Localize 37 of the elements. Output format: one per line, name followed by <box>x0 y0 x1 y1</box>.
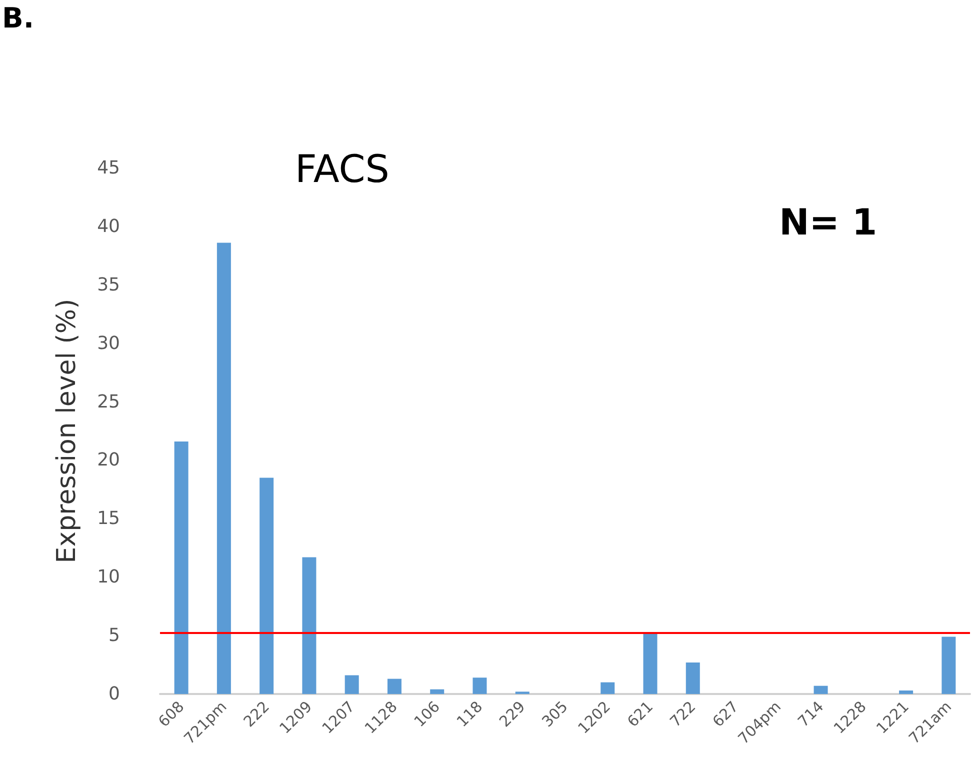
y-tick-label: 25 <box>97 391 120 412</box>
bar <box>814 686 828 694</box>
bar <box>174 442 188 694</box>
bar <box>387 678 402 694</box>
bar <box>430 689 444 694</box>
bar <box>942 636 956 694</box>
bar <box>344 675 359 694</box>
y-tick-label: 5 <box>108 625 120 646</box>
bar <box>686 662 700 694</box>
bar <box>260 478 274 694</box>
y-tick-label: 0 <box>108 684 120 704</box>
bar <box>899 690 914 694</box>
x-tick-label: 621 <box>624 698 657 731</box>
bar <box>216 242 231 694</box>
x-tick-label: 627 <box>708 698 742 731</box>
bar <box>600 682 615 694</box>
y-tick-label: 20 <box>97 450 120 471</box>
x-tick-label: 106 <box>410 698 444 731</box>
y-tick-label: 15 <box>97 508 120 530</box>
y-tick-label: 10 <box>97 566 120 588</box>
x-tick-label: 222 <box>240 698 273 731</box>
x-tick-label: 118 <box>453 698 486 731</box>
y-tick-label: 45 <box>97 158 120 178</box>
x-tick-label: 608 <box>154 698 188 731</box>
bar <box>302 557 316 694</box>
text: B. <box>2 2 34 34</box>
y-tick-label: 30 <box>97 332 120 354</box>
bar <box>643 633 658 694</box>
annotation: N= 1 <box>779 202 877 244</box>
chart-title: FACS <box>295 147 390 191</box>
y-tick-label: 35 <box>97 274 120 296</box>
y-axis-title: Expression level (%) <box>52 298 82 564</box>
bar <box>472 678 487 694</box>
x-tick-label: 714 <box>794 698 828 731</box>
x-tick-label: 722 <box>666 698 700 731</box>
y-tick-label: 40 <box>97 216 120 237</box>
x-tick-label: 229 <box>496 698 529 731</box>
